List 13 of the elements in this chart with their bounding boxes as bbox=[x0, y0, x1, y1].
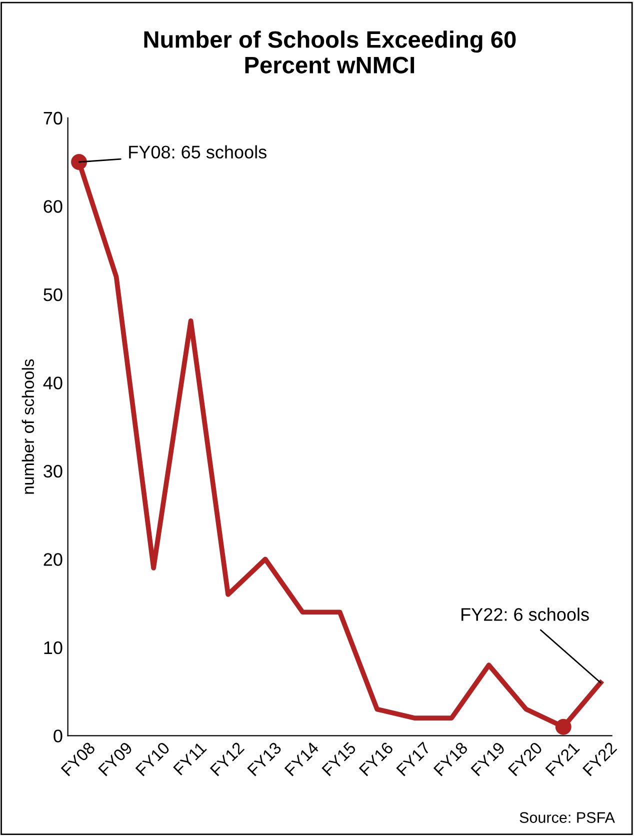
chart-title: Number of Schools Exceeding 60 Percent wNMCI bbox=[144, 30, 516, 74]
y-tick-label: 50 bbox=[44, 288, 62, 302]
y-tick-label: 70 bbox=[44, 112, 62, 125]
y-tick-label: 0 bbox=[54, 730, 62, 742]
source-note: Source: PSFA bbox=[520, 812, 615, 823]
y-tick-label: 60 bbox=[44, 200, 62, 213]
y-tick-label: 30 bbox=[44, 464, 62, 478]
annotation: FY22: 6 schools bbox=[462, 608, 589, 621]
annotation: FY08: 65 schools bbox=[129, 145, 266, 159]
y-tick-label: 10 bbox=[44, 641, 62, 654]
y-axis-title: number of schools bbox=[22, 359, 34, 494]
y-tick-label: 40 bbox=[43, 376, 62, 390]
y-tick-label: 20 bbox=[44, 553, 62, 566]
